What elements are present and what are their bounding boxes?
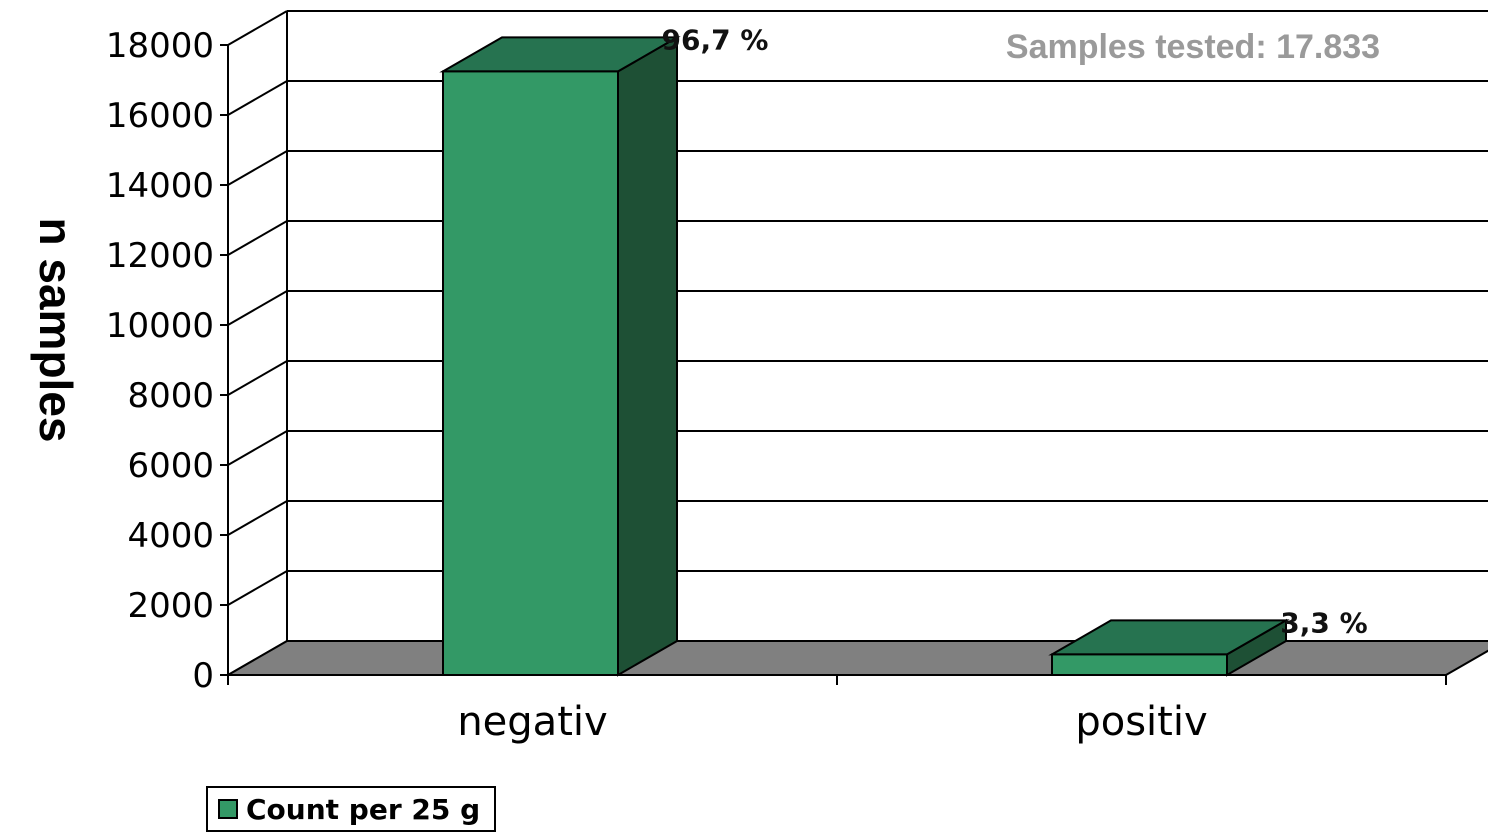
gridlines xyxy=(227,10,1488,676)
y-tick-label: 18000 xyxy=(106,26,214,66)
grid-connector xyxy=(227,150,288,186)
y-tick-label: 2000 xyxy=(127,586,214,626)
legend-swatch xyxy=(218,799,238,819)
grid-connector xyxy=(227,430,288,466)
chart-floor xyxy=(224,640,1488,676)
y-tick-label: 8000 xyxy=(127,376,214,416)
bar-side xyxy=(617,35,678,677)
axes: 0 2000 4000 6000 8000 10000 12000 14000 16000 180… xyxy=(106,11,1447,745)
grid-connector xyxy=(227,570,288,606)
legend-label: Count per 25 g xyxy=(246,792,481,826)
chart-text: n samples Samples tested: 17.833 96,7 % 3… xyxy=(30,23,1380,639)
y-tick-label: 12000 xyxy=(106,236,214,276)
bar-negativ xyxy=(439,35,681,677)
y-tick-label: 6000 xyxy=(127,446,214,486)
x-tick-label: negativ xyxy=(457,699,607,745)
y-tick-label: 4000 xyxy=(127,516,214,556)
y-tick-label: 14000 xyxy=(106,166,214,206)
bar-front xyxy=(442,70,619,677)
grid-connector xyxy=(227,10,288,46)
bar-positiv xyxy=(1048,618,1290,677)
grid-connector xyxy=(227,360,288,396)
grid-connector xyxy=(227,290,288,326)
bar-front xyxy=(1051,653,1228,676)
samples-tested-note: Samples tested: 17.833 xyxy=(1006,28,1380,66)
data-label: 3,3 % xyxy=(1280,606,1367,639)
y-axis-label: n samples xyxy=(30,218,82,443)
legend: Count per 25 g xyxy=(206,786,497,832)
y-tick-label: 10000 xyxy=(106,306,214,346)
bars xyxy=(439,35,1290,677)
y-tick-label: 16000 xyxy=(106,96,214,136)
grid-connector xyxy=(227,500,288,536)
y-tick-label: 0 xyxy=(192,656,214,696)
x-tick-label: positiv xyxy=(1075,699,1207,745)
floor-plane xyxy=(224,640,1488,676)
data-label: 96,7 % xyxy=(662,23,769,56)
grid-connector xyxy=(227,80,288,116)
grid-connector xyxy=(227,220,288,256)
